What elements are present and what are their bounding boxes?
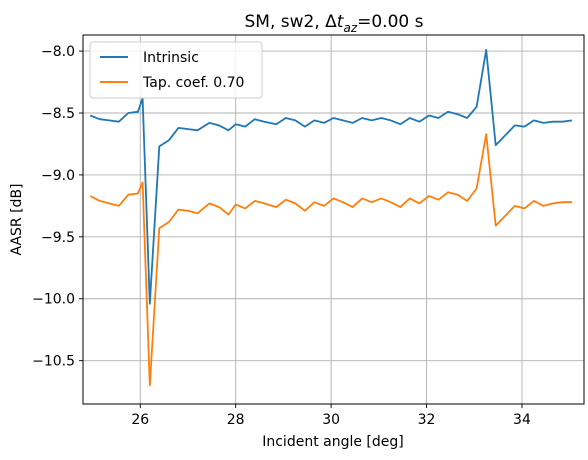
series-line-1 [89,133,573,387]
y-axis-ticks: −10.5 −10.0 −9.5 −9.0 −8.5 −8.0 [32,44,83,370]
series-line-0 [89,49,573,305]
plot-area-frame [82,34,585,405]
x-axis-ticks: 26 28 30 32 34 [131,404,531,428]
chart-title: SM, sw2, Δtaz=0.00 s [245,12,424,35]
series-layer [89,49,573,387]
x-tick-label: 26 [131,412,149,428]
y-tick-label: −10.5 [32,354,75,370]
y-tick-label: −8.5 [41,106,75,122]
y-tick-label: −9.0 [41,168,75,184]
legend-label-intrinsic: Intrinsic [143,50,199,66]
x-tick-label: 34 [513,412,531,428]
legend-box [89,41,263,99]
x-tick-label: 30 [322,412,340,428]
y-tick-label: −9.5 [41,230,75,246]
y-axis-label: AASR [dB] [9,183,25,255]
legend-label-taper: Tap. coef. 0.70 [142,75,244,91]
x-tick-label: 32 [418,412,436,428]
y-tick-label: −10.0 [32,292,75,308]
y-tick-label: −8.0 [41,44,75,60]
legend: Intrinsic Tap. coef. 0.70 [89,41,263,99]
x-tick-label: 28 [227,412,245,428]
x-axis-label: Incident angle [deg] [262,434,404,450]
